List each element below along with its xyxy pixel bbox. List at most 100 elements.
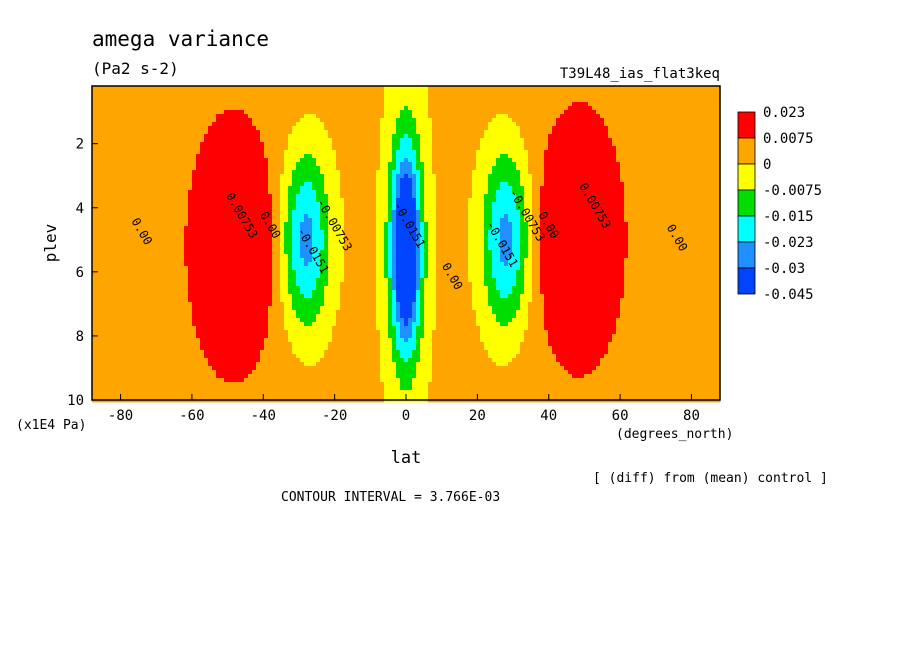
- field-cell: [144, 174, 149, 179]
- field-cell: [576, 206, 581, 211]
- field-cell: [420, 106, 425, 111]
- field-cell: [376, 146, 381, 151]
- field-cell: [364, 106, 369, 111]
- field-cell: [640, 94, 645, 99]
- field-cell: [332, 194, 337, 199]
- field-cell: [180, 126, 185, 131]
- field-cell: [684, 122, 689, 127]
- field-cell: [356, 102, 361, 107]
- field-cell: [580, 194, 585, 199]
- field-cell: [568, 154, 573, 159]
- field-cell: [424, 130, 429, 135]
- field-cell: [92, 118, 97, 123]
- field-cell: [476, 118, 481, 123]
- field-cell: [476, 154, 481, 159]
- field-cell: [116, 190, 121, 195]
- field-cell: [652, 90, 657, 95]
- field-cell: [496, 126, 501, 131]
- field-cell: [368, 110, 373, 115]
- field-cell: [260, 106, 265, 111]
- field-cell: [256, 206, 261, 211]
- field-cell: [328, 122, 333, 127]
- field-cell: [180, 102, 185, 107]
- field-cell: [612, 94, 617, 99]
- field-cell: [264, 98, 269, 103]
- field-cell: [176, 202, 181, 207]
- field-cell: [292, 102, 297, 107]
- field-cell: [152, 182, 157, 187]
- field-cell: [336, 206, 341, 211]
- field-cell: [440, 90, 445, 95]
- field-cell: [480, 150, 485, 155]
- field-cell: [680, 94, 685, 99]
- field-cell: [372, 154, 377, 159]
- field-cell: [124, 158, 129, 163]
- field-cell: [436, 98, 441, 103]
- field-cell: [292, 182, 297, 187]
- field-cell: [280, 126, 285, 131]
- field-cell: [640, 178, 645, 183]
- field-cell: [540, 138, 545, 143]
- field-cell: [324, 138, 329, 143]
- field-cell: [248, 166, 253, 171]
- field-cell: [684, 186, 689, 191]
- field-cell: [192, 162, 197, 167]
- field-cell: [216, 182, 221, 187]
- field-cell: [368, 166, 373, 171]
- field-cell: [384, 190, 389, 195]
- field-cell: [572, 102, 577, 107]
- field-cell: [568, 130, 573, 135]
- field-cell: [360, 198, 365, 203]
- field-cell: [584, 154, 589, 159]
- field-cell: [228, 210, 233, 215]
- field-cell: [428, 106, 433, 111]
- field-cell: [648, 86, 653, 91]
- field-cell: [368, 206, 373, 211]
- field-cell: [188, 210, 193, 215]
- field-cell: [280, 166, 285, 171]
- field-cell: [168, 178, 173, 183]
- field-cell: [632, 98, 637, 103]
- field-cell: [316, 114, 321, 119]
- field-cell: [712, 178, 717, 183]
- field-cell: [312, 118, 317, 123]
- field-cell: [300, 86, 305, 91]
- field-cell: [672, 94, 677, 99]
- field-cell: [552, 134, 557, 139]
- field-cell: [592, 206, 597, 211]
- field-cell: [596, 86, 601, 91]
- field-cell: [460, 146, 465, 151]
- field-cell: [356, 114, 361, 119]
- field-cell: [344, 202, 349, 207]
- field-cell: [628, 102, 633, 107]
- field-cell: [612, 178, 617, 183]
- field-cell: [628, 194, 633, 199]
- field-cell: [608, 126, 613, 131]
- field-cell: [248, 114, 253, 119]
- field-cell: [524, 130, 529, 135]
- field-cell: [392, 166, 397, 171]
- field-cell: [588, 170, 593, 175]
- field-cell: [332, 206, 337, 211]
- field-cell: [396, 98, 401, 103]
- field-cell: [332, 210, 337, 215]
- field-cell: [588, 110, 593, 115]
- field-cell: [508, 170, 513, 175]
- field-cell: [428, 134, 433, 139]
- field-cell: [692, 190, 697, 195]
- field-cell: [452, 90, 457, 95]
- field-cell: [324, 102, 329, 107]
- field-cell: [156, 86, 161, 91]
- field-cell: [296, 186, 301, 191]
- field-cell: [552, 114, 557, 119]
- field-cell: [300, 130, 305, 135]
- field-cell: [360, 94, 365, 99]
- field-cell: [336, 190, 341, 195]
- field-cell: [324, 114, 329, 119]
- field-cell: [520, 138, 525, 143]
- field-cell: [556, 102, 561, 107]
- field-cell: [332, 122, 337, 127]
- field-cell: [556, 174, 561, 179]
- field-cell: [124, 138, 129, 143]
- field-cell: [708, 146, 713, 151]
